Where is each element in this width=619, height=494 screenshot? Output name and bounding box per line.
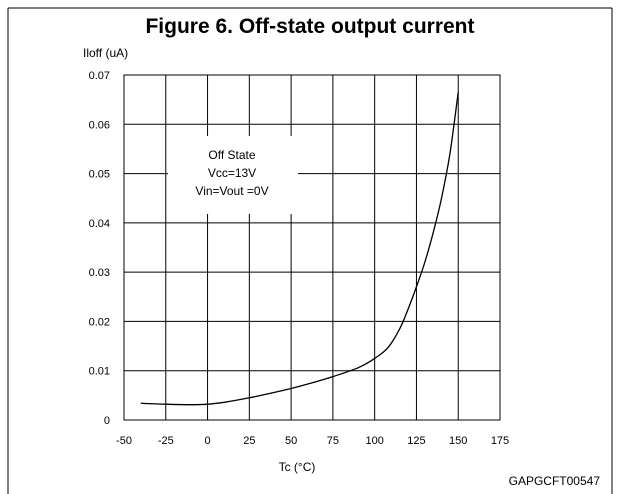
x-tick-label: 0 (204, 435, 210, 447)
y-axis-label: Iloff (uA) (83, 46, 128, 60)
figure-code: GAPGCFT00547 (509, 474, 601, 488)
y-tick-label: 0.02 (89, 316, 110, 328)
chart-title: Figure 6. Off-state output current (145, 15, 474, 38)
y-tick-label: 0.06 (89, 119, 110, 131)
x-tick-label: 75 (327, 435, 339, 447)
y-tick-label: 0.05 (89, 169, 110, 181)
y-tick-label: 0.01 (89, 366, 110, 378)
annotation-line-2: Vcc=13V (208, 166, 256, 180)
x-tick-label: 50 (285, 435, 297, 447)
x-tick-label: 150 (449, 435, 467, 447)
x-tick-label: 100 (365, 435, 383, 447)
tick-labels: -50 -25 0 25 50 75 100 125 150 175 0 0.01 0.02 0.03 0.… (89, 70, 510, 447)
annotation-line-1: Off State (208, 148, 255, 162)
series-line-ioff (140, 92, 459, 406)
y-tick-label: 0 (104, 415, 110, 427)
x-tick-label: -25 (158, 435, 174, 447)
x-tick-label: 125 (407, 435, 425, 447)
x-axis-label: Tc (°C) (279, 460, 316, 474)
plot-area (123, 74, 501, 421)
y-tick-label: 0.03 (89, 267, 110, 279)
y-tick-label: 0.04 (89, 218, 110, 230)
x-tick-label: -50 (116, 435, 132, 447)
x-tick-label: 25 (243, 435, 255, 447)
x-tick-label: 175 (491, 435, 509, 447)
annotation-box (168, 136, 298, 214)
y-tick-label: 0.07 (89, 70, 110, 82)
annotation-line-3: Vin=Vout =0V (195, 184, 268, 198)
grid (123, 74, 501, 421)
